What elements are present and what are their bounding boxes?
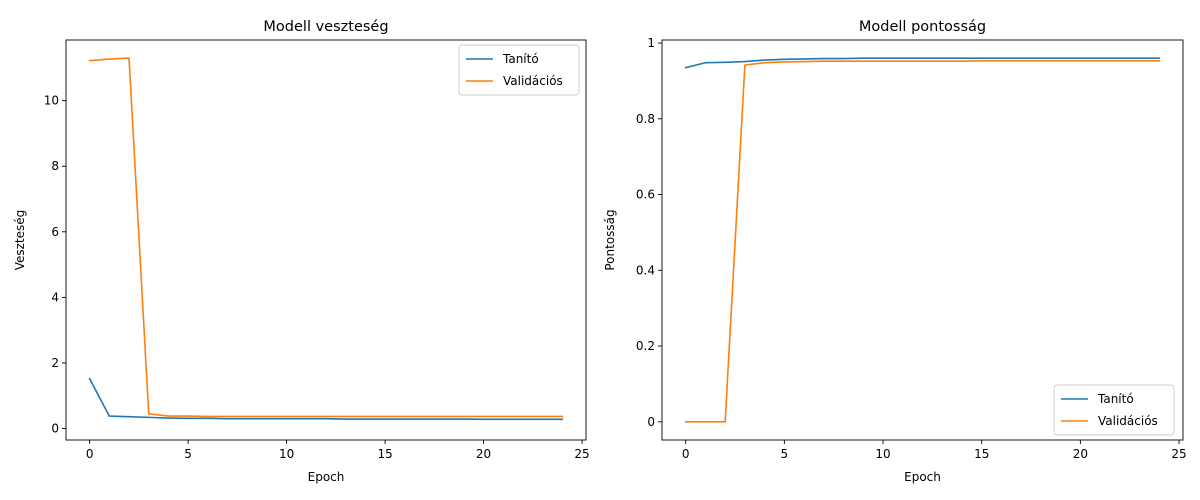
chart-title: Modell veszteség <box>263 19 388 35</box>
y-tick-label: 8 <box>51 159 59 173</box>
x-tick-label: 5 <box>184 447 192 461</box>
y-tick-label: 0.8 <box>636 112 655 126</box>
x-tick-label: 25 <box>1171 447 1186 461</box>
series-line-validation <box>88 57 564 418</box>
chart-title: Modell pontosság <box>859 19 986 35</box>
y-tick-label: 10 <box>44 94 59 108</box>
x-tick-label: 15 <box>974 447 989 461</box>
y-tick-label: 1 <box>647 36 655 50</box>
y-tick-label: 4 <box>51 290 59 304</box>
legend-frame <box>1053 384 1175 436</box>
legend-label-validation: Validációs <box>1098 414 1158 428</box>
y-axis-label: Pontosság <box>603 209 617 270</box>
legend-label-training: Tanító <box>502 52 539 66</box>
y-tick-label: 2 <box>51 356 59 370</box>
legend-label-training: Tanító <box>1097 392 1134 406</box>
x-tick-label: 25 <box>574 447 589 461</box>
legend-frame <box>458 44 580 96</box>
legend: Tanító Validációs <box>458 44 580 96</box>
y-tick-label: 0.2 <box>636 339 655 353</box>
legend: Tanító Validációs <box>1053 384 1175 436</box>
y-tick-label: 0 <box>647 415 655 429</box>
x-tick-label: 5 <box>781 447 789 461</box>
plot-frame <box>65 39 587 441</box>
y-tick-label: 6 <box>51 225 59 239</box>
y-tick-label: 0.6 <box>636 188 655 202</box>
y-tick-label: 0 <box>51 422 59 436</box>
chart-panel-1: 0 5 10 15 20 25 0 2 4 6 8 10 Modell veszteség Epoch Ve… <box>13 19 590 484</box>
x-axis-label: Epoch <box>308 470 345 484</box>
y-tick-label: 0.4 <box>636 263 655 277</box>
legend-label-validation: Validációs <box>503 74 563 88</box>
x-axis-label: Epoch <box>904 470 941 484</box>
chart-panel-2: 0 5 10 15 20 25 0 0.2 0.4 0.6 0.8 1 Modell pontosság… <box>603 19 1187 484</box>
series-line-validation <box>684 60 1161 423</box>
x-tick-label: 0 <box>86 447 94 461</box>
series-line-training <box>88 377 564 421</box>
x-tick-label: 10 <box>875 447 890 461</box>
x-tick-label: 15 <box>377 447 392 461</box>
x-tick-label: 20 <box>1073 447 1088 461</box>
x-tick-label: 0 <box>682 447 690 461</box>
plot-frame <box>661 39 1184 441</box>
y-axis-label: Veszteség <box>13 210 27 271</box>
x-tick-label: 10 <box>279 447 294 461</box>
series-line-training <box>684 57 1161 69</box>
x-tick-label: 20 <box>476 447 491 461</box>
